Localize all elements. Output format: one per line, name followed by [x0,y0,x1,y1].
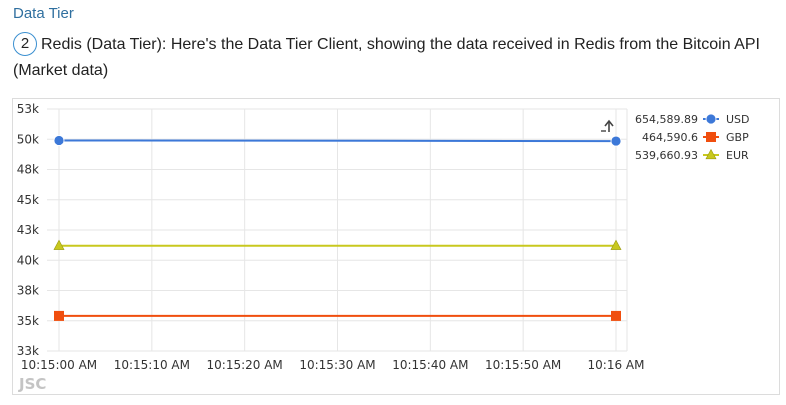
y-tick-label: 38k [17,284,39,298]
series-lines [53,135,622,321]
section-title-link[interactable]: Data Tier [13,5,74,22]
x-axis-ticks: 10:15:00 AM 10:15:10 AM 10:15:20 AM 10:15:3… [21,358,645,372]
legend-label-eur: EUR [726,149,749,162]
y-tick-label: 50k [17,132,39,146]
data-point-usd [610,135,622,147]
legend-label-usd: USD [726,113,750,126]
legend-marker-usd [705,113,717,125]
x-tick-label: 10:15:00 AM [21,358,97,372]
y-tick-label: 35k [17,314,39,328]
step-text: Redis (Data Tier): Here's the Data Tier … [13,36,760,79]
y-tick-label: 43k [17,223,39,237]
reset-zoom-icon[interactable] [601,119,614,132]
x-tick-label: 10:16 AM [588,358,645,372]
y-tick-label: 40k [17,253,39,267]
data-point-eur [53,239,65,250]
legend-marker-eur [705,148,717,160]
x-tick-label: 10:15:10 AM [114,358,190,372]
legend-value-usd: 654,589.89 [635,113,698,126]
step-description: 2 Redis (Data Tier): Here's the Data Tier… [13,32,778,84]
y-tick-label: 45k [17,193,39,207]
legend[interactable]: 654,589.89 USD 464,590.6 GBP 539,660.93 EUR [635,113,750,162]
data-point-usd [53,135,65,146]
legend-value-eur: 539,660.93 [635,149,698,162]
legend-item-gbp[interactable]: 464,590.6 GBP [642,131,749,144]
x-tick-label: 10:15:50 AM [485,358,561,372]
legend-marker-gbp [706,132,716,142]
legend-value-gbp: 464,590.6 [642,131,698,144]
legend-item-eur[interactable]: 539,660.93 EUR [635,148,749,162]
chart-watermark: JSC [18,375,46,393]
y-tick-label: 33k [17,344,39,358]
data-point-gbp [611,310,621,321]
x-tick-label: 10:15:20 AM [207,358,283,372]
y-tick-label: 48k [17,163,39,177]
x-tick-label: 10:15:40 AM [392,358,468,372]
line-chart[interactable]: 53k 50k 48k 45k 43k 40k 38k 35k 33k 10:15:00 AM 1… [12,98,780,395]
step-number-badge: 2 [13,32,37,56]
legend-label-gbp: GBP [726,131,749,144]
y-tick-label: 53k [17,102,39,116]
data-point-gbp [54,310,64,321]
y-axis-ticks: 53k 50k 48k 45k 43k 40k 38k 35k 33k [17,102,39,358]
data-point-eur [610,239,622,250]
series-line-usd [58,139,617,143]
x-tick-label: 10:15:30 AM [299,358,375,372]
grid [47,108,628,352]
legend-item-usd[interactable]: 654,589.89 USD [635,113,750,126]
